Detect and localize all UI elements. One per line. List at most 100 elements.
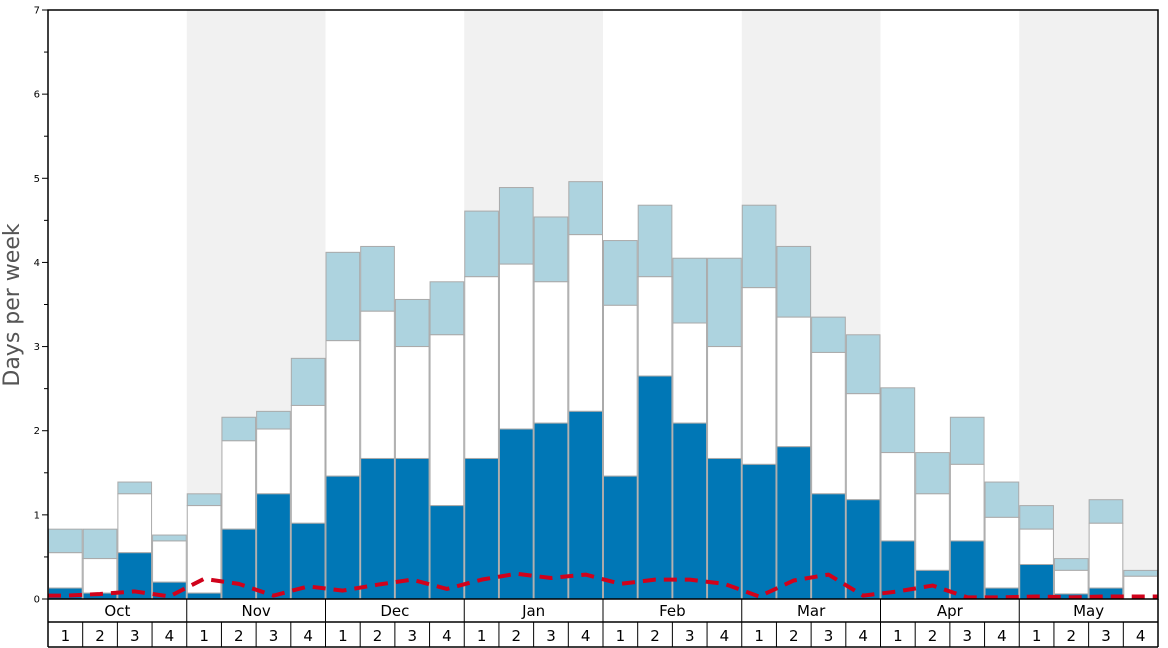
bar-middle-segment <box>464 276 499 459</box>
bar-bottom-segment <box>672 422 708 600</box>
y-axis: 0 1 2 3 4 5 6 7 <box>34 6 48 606</box>
bar-middle-segment <box>1019 528 1054 566</box>
bar-top-segment <box>498 187 534 265</box>
bar-top-segment <box>949 416 985 465</box>
week-label: 4 <box>303 627 313 645</box>
bar-top-segment <box>776 245 812 318</box>
bar-top-segment <box>464 210 499 278</box>
bar-top-segment <box>533 216 569 283</box>
bar-middle-segment <box>811 351 846 495</box>
week-label: 2 <box>650 627 660 645</box>
bar-bottom-segment <box>498 428 534 600</box>
y-axis-title: Days per week <box>0 223 25 386</box>
week-label: 4 <box>720 627 730 645</box>
bar-bottom-segment <box>394 457 430 600</box>
bar-top-segment <box>429 281 465 336</box>
bar-bottom-segment <box>949 540 985 600</box>
y-tick-label: 1 <box>34 510 40 521</box>
bar-middle-segment <box>949 463 985 542</box>
week-label: 3 <box>407 627 417 645</box>
x-axis: Oct Nov Dec Jan Feb Mar Apr May 1 2 3 4 1 2 3 4 1 2 3 4 1 2 3 4… <box>47 599 1159 648</box>
bar-middle-segment <box>290 404 326 524</box>
bar-middle-segment <box>117 493 153 554</box>
bar-top-segment <box>1123 569 1158 577</box>
bar-middle-segment <box>498 263 534 430</box>
bar-top-segment <box>741 204 777 289</box>
trend-line <box>48 571 1158 600</box>
bar-top-segment <box>1053 558 1089 571</box>
bar-middle-segment <box>360 310 395 459</box>
week-label: 2 <box>512 627 522 645</box>
bar-bottom-segment <box>741 463 777 600</box>
week-label: 1 <box>338 627 348 645</box>
week-label: 4 <box>1136 627 1146 645</box>
week-label: 4 <box>997 627 1007 645</box>
week-label: 4 <box>442 627 452 645</box>
bar-middle-segment <box>637 276 673 377</box>
bar-top-segment <box>82 528 118 560</box>
y-tick-label: 3 <box>34 342 40 353</box>
y-tick-label: 6 <box>34 90 40 101</box>
week-label: 2 <box>789 627 799 645</box>
bar-middle-segment <box>394 346 430 459</box>
bar-top-segment <box>1019 505 1054 530</box>
month-label-feb: Feb <box>659 602 686 620</box>
week-label: 2 <box>95 627 105 645</box>
week-label: 3 <box>130 627 140 645</box>
bar-top-segment <box>880 387 916 454</box>
y-tick-label: 5 <box>34 174 40 185</box>
bar-top-segment <box>152 534 187 542</box>
bar-bottom-segment <box>776 446 812 600</box>
bar-bottom-segment <box>360 457 395 600</box>
bar-middle-segment <box>845 393 881 501</box>
week-label: 4 <box>858 627 868 645</box>
week-label: 1 <box>893 627 903 645</box>
bar-middle-segment <box>82 558 118 594</box>
bar-top-segment <box>394 298 430 348</box>
bar-middle-segment <box>533 281 569 424</box>
bar-top-segment <box>360 245 395 312</box>
month-label-mar: Mar <box>797 602 826 620</box>
bar-top-segment <box>707 257 742 348</box>
week-label: 3 <box>685 627 695 645</box>
bar-top-segment <box>256 410 291 430</box>
bar-bottom-segment <box>464 457 499 600</box>
bar-middle-segment <box>672 322 708 424</box>
bar-bottom-segment <box>603 475 638 600</box>
bar-bottom-segment <box>429 505 465 600</box>
week-label: 3 <box>546 627 556 645</box>
bar-middle-segment <box>256 428 291 495</box>
week-label: 1 <box>61 627 71 645</box>
bar-middle-segment <box>707 346 742 459</box>
bar-bottom-segment <box>811 493 846 600</box>
week-label: 1 <box>477 627 487 645</box>
bar-top-segment <box>984 481 1020 518</box>
y-tick-label: 0 <box>34 595 40 606</box>
bar-middle-segment <box>568 234 603 412</box>
trend-line-group <box>48 571 1158 600</box>
week-label: 2 <box>1067 627 1077 645</box>
bar-top-segment <box>603 240 638 306</box>
bar-middle-segment <box>152 540 187 583</box>
plot-frame <box>47 9 1159 600</box>
bars-group <box>48 181 1158 600</box>
bar-middle-segment <box>741 287 777 465</box>
bar-top-segment <box>672 257 708 324</box>
bar-middle-segment <box>915 493 950 571</box>
bar-middle-segment <box>776 316 812 448</box>
bar-middle-segment <box>984 516 1020 589</box>
month-label-may: May <box>1073 602 1104 620</box>
month-label-jan: Jan <box>521 602 545 620</box>
bar-top-segment <box>290 357 326 406</box>
bar-bottom-segment <box>325 475 361 600</box>
bar-bottom-segment <box>533 422 569 600</box>
bar-top-segment <box>845 334 881 395</box>
month-label-apr: Apr <box>937 602 964 620</box>
week-label: 3 <box>1101 627 1111 645</box>
bar-bottom-segment <box>568 410 603 600</box>
bar-top-segment <box>1088 499 1124 524</box>
bar-top-segment <box>221 416 257 442</box>
bar-middle-segment <box>429 334 465 507</box>
bar-middle-segment <box>880 452 916 542</box>
